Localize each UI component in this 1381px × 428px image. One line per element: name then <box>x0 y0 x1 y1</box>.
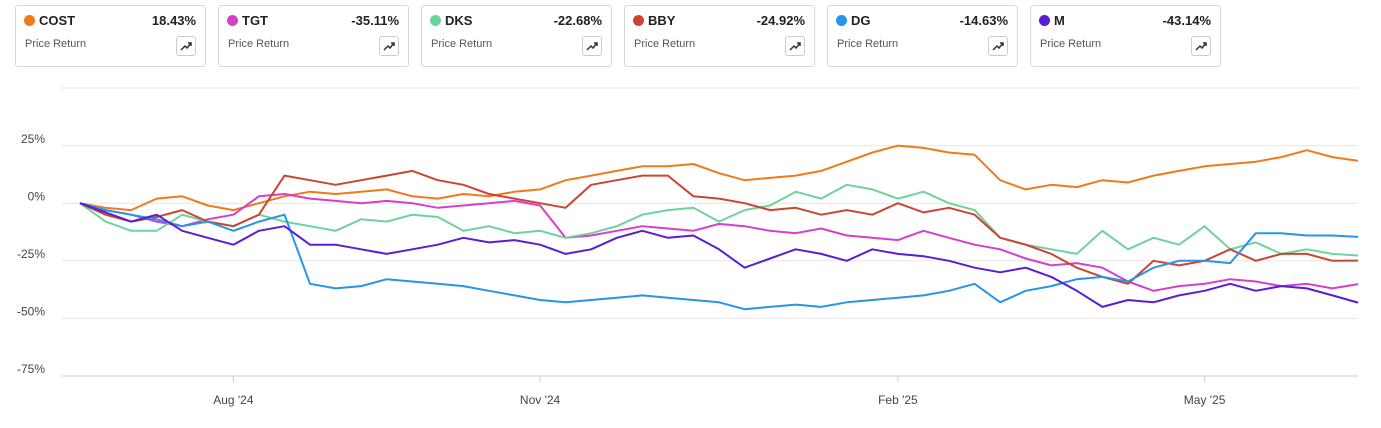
x-tick-label: Feb '25 <box>878 393 918 407</box>
metric-label: Price Return <box>634 38 696 50</box>
ticker-card[interactable]: COST 18.43% Price Return <box>15 5 206 67</box>
legend-dot <box>24 15 35 26</box>
x-tick-label: Nov '24 <box>520 393 561 407</box>
chart-icon-button[interactable] <box>1191 36 1211 56</box>
return-value: -43.14% <box>1162 13 1211 28</box>
legend-symbol: COST <box>39 13 76 28</box>
trend-icon <box>383 42 395 51</box>
series-line <box>79 202 1359 311</box>
ticker-card[interactable]: TGT -35.11% Price Return <box>218 5 409 67</box>
chart-icon-button[interactable] <box>582 36 602 56</box>
y-tick-label: 25% <box>21 132 45 146</box>
ticker-card[interactable]: DG -14.63% Price Return <box>827 5 1018 67</box>
legend-dot <box>836 15 847 26</box>
metric-label: Price Return <box>228 38 290 50</box>
metric-label: Price Return <box>837 38 899 50</box>
series-line <box>79 169 1359 285</box>
y-tick-label: -75% <box>17 362 45 376</box>
chart-icon-button[interactable] <box>988 36 1008 56</box>
legend-dot <box>633 15 644 26</box>
metric-label: Price Return <box>25 38 87 50</box>
ticker-card[interactable]: M -43.14% Price Return <box>1030 5 1221 67</box>
series-line <box>79 202 1359 308</box>
trend-icon <box>1195 42 1207 51</box>
legend-symbol: DG <box>851 13 871 28</box>
ticker-card[interactable]: BBY -24.92% Price Return <box>624 5 815 67</box>
y-tick-label: -50% <box>17 305 45 319</box>
legend-dot <box>227 15 238 26</box>
chart-icon-button[interactable] <box>176 36 196 56</box>
y-tick-label: -25% <box>17 247 45 261</box>
y-tick-label: 0% <box>28 189 46 203</box>
chart-icon-button[interactable] <box>785 36 805 56</box>
legend-dot <box>430 15 441 26</box>
return-value: -24.92% <box>756 13 805 28</box>
x-tick-label: May '25 <box>1184 393 1226 407</box>
series-line <box>79 193 1359 292</box>
legend-symbol: DKS <box>445 13 473 28</box>
return-value: 18.43% <box>151 13 196 28</box>
series-line <box>79 144 1359 212</box>
trend-icon <box>586 42 598 51</box>
metric-label: Price Return <box>431 38 493 50</box>
return-value: -14.63% <box>959 13 1008 28</box>
metric-label: Price Return <box>1040 38 1102 50</box>
x-tick-label: Aug '24 <box>213 393 254 407</box>
series-line <box>79 183 1359 257</box>
chart-icon-button[interactable] <box>379 36 399 56</box>
trend-icon <box>789 42 801 51</box>
legend-dot <box>1039 15 1050 26</box>
legend-symbol: TGT <box>242 13 268 28</box>
ticker-card[interactable]: DKS -22.68% Price Return <box>421 5 612 67</box>
return-value: -35.11% <box>351 13 399 28</box>
return-value: -22.68% <box>553 13 602 28</box>
trend-icon <box>992 42 1004 51</box>
legend-symbol: M <box>1054 13 1065 28</box>
legend-symbol: BBY <box>648 13 676 28</box>
trend-icon <box>180 42 192 51</box>
